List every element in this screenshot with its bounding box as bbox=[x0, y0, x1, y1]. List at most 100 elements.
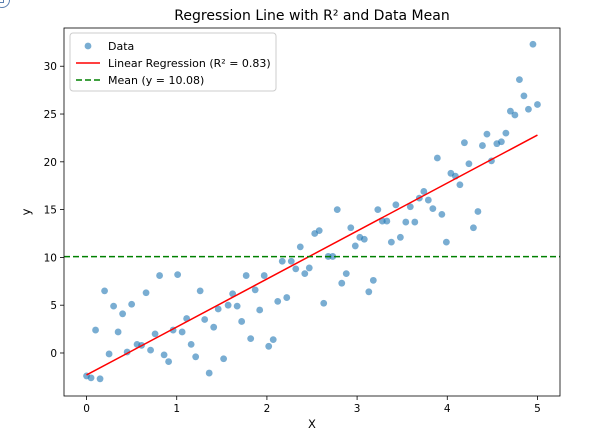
y-tick-label: 15 bbox=[44, 205, 57, 217]
data-point bbox=[260, 272, 268, 279]
y-axis-label: y bbox=[19, 208, 33, 215]
plot-frame bbox=[63, 27, 561, 397]
data-point bbox=[165, 358, 173, 365]
data-point bbox=[201, 316, 209, 323]
data-point bbox=[461, 139, 468, 147]
legend-box bbox=[69, 32, 277, 92]
data-point bbox=[178, 328, 186, 336]
data-point bbox=[242, 272, 250, 279]
data-point bbox=[396, 233, 404, 241]
y-tick-label: 10 bbox=[44, 252, 57, 264]
data-point bbox=[301, 270, 309, 278]
data-point bbox=[210, 323, 218, 331]
data-point bbox=[433, 154, 441, 162]
data-point bbox=[402, 218, 410, 226]
legend-label: Linear Regression (R² = 0.83) bbox=[108, 57, 271, 70]
data-point bbox=[96, 375, 104, 383]
legend-label: Mean (y = 10.08) bbox=[108, 74, 204, 87]
y-tick-label: 25 bbox=[44, 109, 57, 121]
data-point bbox=[251, 286, 259, 294]
data-point bbox=[456, 181, 464, 189]
data-point bbox=[156, 272, 163, 279]
data-point bbox=[256, 306, 264, 314]
data-point bbox=[347, 224, 355, 232]
chart-title: Regression Line with R² and Data Mean bbox=[174, 8, 449, 24]
data-point bbox=[265, 342, 273, 350]
data-point bbox=[247, 335, 255, 343]
data-point bbox=[151, 330, 159, 338]
data-point bbox=[507, 107, 514, 115]
y-tick-label: 5 bbox=[50, 300, 57, 312]
data-point bbox=[269, 336, 277, 344]
data-point bbox=[274, 297, 282, 305]
data-point bbox=[333, 206, 341, 214]
y-tick-label: 30 bbox=[44, 61, 57, 73]
data-point bbox=[420, 188, 428, 195]
data-point bbox=[128, 300, 136, 308]
legend-marker-data bbox=[84, 42, 92, 50]
data-point bbox=[296, 243, 304, 251]
data-point bbox=[229, 290, 237, 298]
data-point bbox=[92, 326, 99, 334]
data-point bbox=[429, 205, 437, 213]
data-point bbox=[220, 355, 228, 363]
data-point bbox=[187, 340, 195, 348]
data-point bbox=[479, 142, 486, 149]
data-point bbox=[411, 218, 419, 226]
data-point bbox=[470, 224, 477, 232]
data-point bbox=[387, 238, 395, 246]
x-tick-label: 1 bbox=[173, 403, 180, 415]
data-point bbox=[119, 310, 127, 318]
y-tick-label: 20 bbox=[44, 157, 57, 169]
data-point bbox=[465, 160, 473, 168]
data-point bbox=[383, 217, 391, 225]
data-point bbox=[525, 105, 532, 113]
data-point bbox=[278, 257, 286, 265]
data-point bbox=[329, 253, 337, 260]
data-point bbox=[365, 288, 373, 296]
x-tick-label: 2 bbox=[264, 403, 271, 415]
data-point bbox=[360, 235, 368, 243]
y-tick-label: 0 bbox=[50, 348, 57, 360]
data-point bbox=[315, 227, 323, 235]
data-point bbox=[196, 287, 204, 295]
data-point bbox=[192, 353, 200, 361]
data-point bbox=[483, 130, 491, 138]
data-point bbox=[424, 196, 432, 204]
data-point bbox=[287, 257, 295, 265]
data-point bbox=[205, 369, 213, 377]
x-tick-label: 0 bbox=[83, 403, 90, 415]
data-point bbox=[351, 242, 359, 250]
data-point bbox=[87, 374, 95, 382]
x-tick-label: 3 bbox=[354, 403, 361, 415]
data-point bbox=[502, 129, 510, 137]
regression-line bbox=[86, 134, 538, 376]
data-point bbox=[214, 305, 222, 313]
data-point bbox=[442, 238, 450, 246]
data-point bbox=[511, 111, 519, 119]
data-point bbox=[338, 279, 346, 287]
data-point bbox=[174, 271, 182, 279]
data-point bbox=[233, 302, 241, 310]
data-point bbox=[105, 350, 113, 358]
data-point bbox=[238, 318, 246, 325]
x-axis-label: X bbox=[308, 417, 316, 431]
data-point bbox=[406, 203, 414, 211]
data-point bbox=[224, 301, 232, 309]
data-point bbox=[142, 289, 150, 297]
x-tick-label: 4 bbox=[444, 403, 451, 415]
data-point bbox=[114, 328, 122, 336]
data-point bbox=[516, 76, 523, 84]
data-point bbox=[283, 294, 291, 301]
data-point bbox=[160, 351, 168, 359]
data-point bbox=[497, 138, 505, 146]
data-point bbox=[520, 92, 528, 100]
data-point bbox=[342, 270, 350, 278]
legend-label: Data bbox=[108, 40, 134, 53]
data-point bbox=[369, 276, 377, 284]
data-point bbox=[474, 208, 482, 215]
x-tick-label: 5 bbox=[534, 403, 541, 415]
data-point bbox=[305, 264, 313, 272]
data-point bbox=[320, 299, 328, 307]
